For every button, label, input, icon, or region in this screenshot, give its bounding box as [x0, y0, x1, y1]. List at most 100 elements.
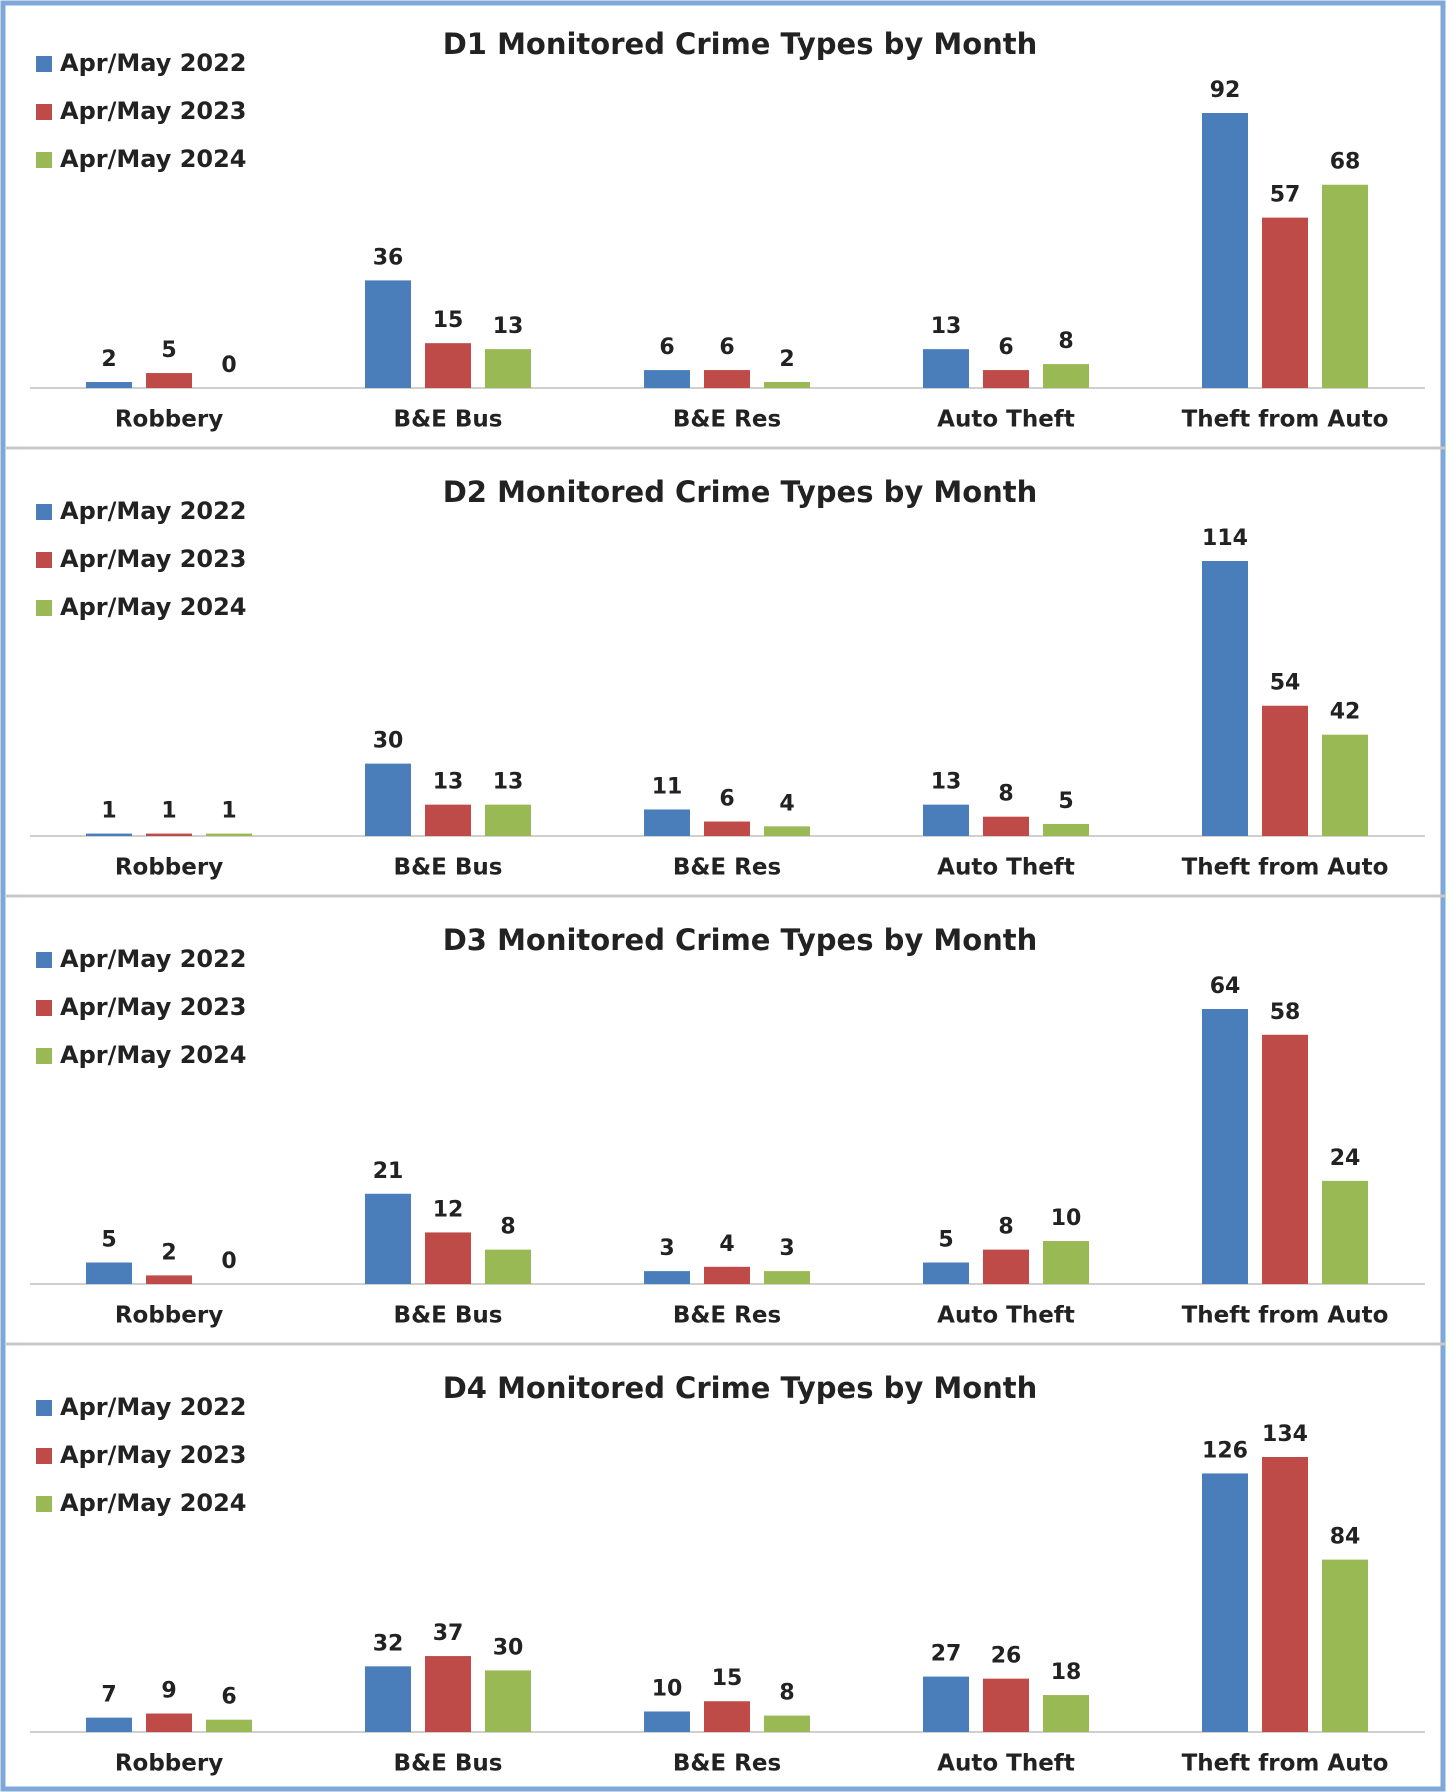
x-tick-label: B&E Bus: [394, 855, 503, 881]
legend-label: Apr/May 2024: [60, 1489, 247, 1517]
data-label: 92: [1210, 78, 1241, 103]
data-label: 6: [998, 335, 1013, 360]
x-tick-label: Robbery: [115, 1751, 223, 1777]
chart-title: D3 Monitored Crime Types by Month: [443, 923, 1038, 957]
x-tick-label: B&E Bus: [394, 1751, 503, 1777]
bar: [1043, 1241, 1089, 1284]
data-label: 8: [998, 782, 1013, 807]
bar: [1262, 1034, 1308, 1284]
data-label: 15: [433, 308, 464, 333]
legend-swatch: [36, 1448, 52, 1464]
data-label: 1: [101, 799, 116, 824]
data-label: 13: [931, 770, 962, 795]
bar: [704, 1266, 750, 1284]
bar: [923, 1676, 969, 1732]
data-label: 13: [931, 314, 962, 339]
data-label: 1: [161, 799, 176, 824]
x-tick-label: Auto Theft: [937, 1303, 1075, 1329]
bar: [1043, 1695, 1089, 1732]
legend-swatch: [36, 1496, 52, 1512]
legend-label: Apr/May 2022: [60, 497, 247, 525]
data-label: 84: [1330, 1525, 1361, 1550]
data-label: 6: [221, 1685, 236, 1710]
data-label: 5: [101, 1228, 116, 1253]
legend-swatch: [36, 504, 52, 520]
x-tick-label: Theft from Auto: [1182, 407, 1389, 433]
bar: [485, 1249, 531, 1284]
chart-title: D2 Monitored Crime Types by Month: [443, 475, 1038, 509]
bar: [1202, 113, 1248, 388]
bar: [485, 1670, 531, 1732]
data-label: 3: [659, 1236, 674, 1261]
data-label: 15: [712, 1666, 743, 1691]
data-label: 9: [161, 1679, 176, 1704]
bar: [704, 821, 750, 836]
bar: [644, 1711, 690, 1732]
legend-swatch: [36, 152, 52, 168]
data-label: 5: [938, 1228, 953, 1253]
legend-swatch: [36, 952, 52, 968]
legend-label: Apr/May 2023: [60, 993, 247, 1021]
bar: [704, 370, 750, 388]
bar: [983, 1678, 1029, 1732]
bar: [1202, 1473, 1248, 1732]
bar: [485, 804, 531, 836]
bar: [644, 370, 690, 388]
legend-label: Apr/May 2024: [60, 1041, 247, 1069]
x-tick-label: Robbery: [115, 855, 223, 881]
data-label: 27: [931, 1642, 962, 1667]
bar: [146, 373, 192, 388]
data-label: 0: [221, 1249, 236, 1274]
data-label: 134: [1262, 1422, 1308, 1447]
bar: [425, 343, 471, 388]
data-label: 4: [719, 1232, 734, 1257]
legend-label: Apr/May 2022: [60, 1393, 247, 1421]
legend-swatch: [36, 552, 52, 568]
bar: [206, 833, 252, 836]
data-label: 42: [1330, 700, 1361, 725]
bar: [764, 1271, 810, 1284]
bar: [983, 816, 1029, 836]
bar: [86, 382, 132, 388]
legend-swatch: [36, 104, 52, 120]
x-tick-label: Auto Theft: [937, 855, 1075, 881]
legend-label: Apr/May 2024: [60, 593, 247, 621]
data-label: 2: [779, 347, 794, 372]
data-label: 11: [652, 774, 683, 799]
data-label: 0: [221, 353, 236, 378]
data-label: 2: [101, 347, 116, 372]
bar: [86, 1717, 132, 1732]
data-label: 64: [1210, 974, 1241, 999]
data-label: 30: [373, 729, 404, 754]
data-label: 6: [719, 787, 734, 812]
legend-swatch: [36, 1400, 52, 1416]
bar: [365, 1666, 411, 1732]
x-tick-label: Theft from Auto: [1182, 1303, 1389, 1329]
data-label: 114: [1202, 526, 1248, 551]
chart-title: D1 Monitored Crime Types by Month: [443, 27, 1038, 61]
bar: [923, 349, 969, 388]
x-tick-label: B&E Bus: [394, 1303, 503, 1329]
bar: [1202, 561, 1248, 836]
bar: [425, 804, 471, 836]
legend-label: Apr/May 2022: [60, 49, 247, 77]
bar: [644, 809, 690, 836]
x-tick-label: B&E Res: [673, 1303, 781, 1329]
data-label: 126: [1202, 1438, 1248, 1463]
data-label: 26: [991, 1644, 1022, 1669]
x-tick-label: Robbery: [115, 1303, 223, 1329]
data-label: 6: [719, 335, 734, 360]
bar: [1262, 705, 1308, 836]
bar: [365, 280, 411, 388]
data-label: 8: [779, 1681, 794, 1706]
bar: [365, 1193, 411, 1284]
bar: [983, 370, 1029, 388]
data-label: 21: [373, 1159, 404, 1184]
data-label: 68: [1330, 150, 1361, 175]
x-tick-label: B&E Res: [673, 855, 781, 881]
bar: [425, 1232, 471, 1284]
data-label: 10: [652, 1676, 683, 1701]
legend-swatch: [36, 1000, 52, 1016]
legend-swatch: [36, 600, 52, 616]
